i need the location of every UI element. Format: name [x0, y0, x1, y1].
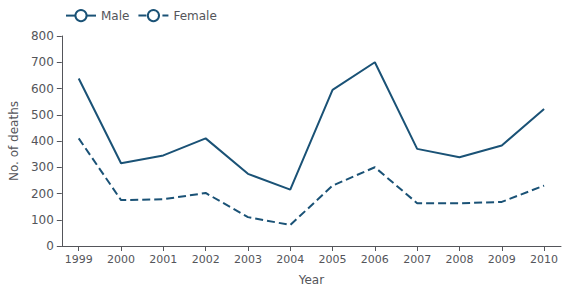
svg-text:No. of deaths: No. of deaths	[7, 101, 21, 181]
svg-text:1999: 1999	[65, 253, 93, 266]
svg-text:300: 300	[31, 160, 54, 174]
svg-text:400: 400	[31, 134, 54, 148]
svg-text:2007: 2007	[403, 253, 431, 266]
svg-text:800: 800	[31, 29, 54, 43]
svg-text:2003: 2003	[234, 253, 262, 266]
svg-text:2010: 2010	[530, 253, 558, 266]
svg-text:200: 200	[31, 187, 54, 201]
svg-text:2005: 2005	[319, 253, 347, 266]
svg-text:0: 0	[46, 239, 54, 253]
svg-text:2006: 2006	[361, 253, 389, 266]
svg-text:Female: Female	[173, 9, 216, 23]
svg-text:2004: 2004	[276, 253, 304, 266]
svg-text:600: 600	[31, 82, 54, 96]
svg-text:Male: Male	[101, 9, 129, 23]
svg-text:2001: 2001	[149, 253, 177, 266]
svg-text:2008: 2008	[445, 253, 473, 266]
svg-text:2009: 2009	[488, 253, 516, 266]
svg-text:700: 700	[31, 55, 54, 69]
svg-text:2002: 2002	[192, 253, 220, 266]
svg-text:100: 100	[31, 213, 54, 227]
svg-text:500: 500	[31, 108, 54, 122]
svg-text:2000: 2000	[107, 253, 135, 266]
svg-text:Year: Year	[298, 273, 324, 287]
